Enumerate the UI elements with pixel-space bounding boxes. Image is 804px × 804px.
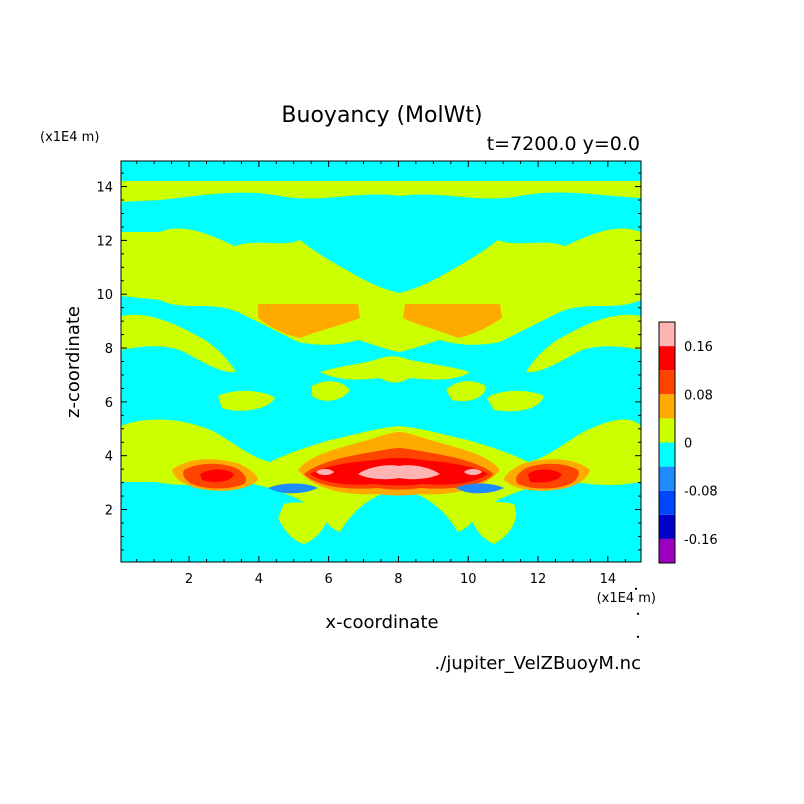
colorbar-tick-label: 0.16	[684, 340, 713, 355]
contour-fill-right-core	[528, 469, 562, 483]
contour-fill-left-core	[200, 469, 234, 482]
colorbar-tick-label: -0.08	[684, 485, 718, 500]
x-axis-title: x-coordinate	[325, 612, 438, 633]
colorbar-swatch	[659, 538, 675, 563]
contour-fill-right-streak	[526, 314, 641, 373]
y-tick-label: 12	[96, 234, 113, 249]
marker-dot: •	[634, 585, 639, 594]
contour-fill-side-peak-left	[316, 469, 334, 475]
contour-fill-mid-left-blob	[218, 390, 275, 411]
contour-fill-right-lobe	[403, 304, 502, 338]
marker-dot: •	[636, 633, 641, 642]
x-unit-label: (x1E4 m)	[597, 591, 656, 606]
colorbar-frame	[658, 321, 676, 564]
chart-subtitle: t=7200.0 y=0.0	[487, 133, 640, 155]
x-tick-label: 10	[460, 572, 477, 587]
source-file-label: ./jupiter_VelZBuoyM.nc	[435, 653, 641, 674]
y-tick-label: 14	[96, 181, 113, 196]
y-tick-label: 4	[105, 450, 113, 465]
contour-fill-center-peak	[358, 465, 440, 480]
contour-plot-area	[121, 161, 641, 562]
colorbar-swatch	[659, 418, 675, 443]
colorbar-swatch	[659, 394, 675, 419]
colorbar-swatch	[659, 346, 675, 371]
y-axis-title: z-coordinate	[63, 306, 84, 418]
x-tick-label: 14	[600, 572, 617, 587]
colorbar: -0.16 -0.08 0 0.08 0.16	[658, 321, 718, 564]
contour-fill-left-lobe	[258, 304, 360, 338]
y-tick-label: 2	[105, 504, 113, 519]
colorbar-tick-label: 0	[684, 437, 692, 452]
colorbar-swatch	[659, 442, 675, 467]
colorbar-tick-label: -0.16	[684, 533, 718, 548]
x-tick-label: 6	[325, 572, 333, 587]
contour-fill-neg-left	[268, 483, 318, 494]
x-tick-label: 4	[255, 572, 263, 587]
contour-fill-side-peak-right	[464, 469, 482, 475]
contour-fill-upper-central	[121, 228, 641, 352]
colorbar-swatch	[659, 370, 675, 395]
colorbar-tick-label: 0.08	[684, 388, 713, 403]
y-unit-label: (x1E4 m)	[40, 130, 99, 145]
y-tick-label: 8	[105, 342, 113, 357]
y-tick-label: 6	[105, 396, 113, 411]
contour-fill-lower-right-lobe	[471, 502, 516, 544]
contour-fill-top-band	[121, 181, 641, 202]
x-tick-label: 2	[185, 572, 193, 587]
axes-group: 2 4 6 8 10 12 14 2 4 6 8 10 12 14	[96, 161, 641, 587]
chart-title: Buoyancy (MolWt)	[281, 103, 482, 128]
colorbar-swatch	[659, 514, 675, 539]
colorbar-swatch	[659, 466, 675, 491]
contour-fill-lower-left-lobe	[278, 502, 327, 544]
marker-dot: •	[636, 610, 641, 619]
y-tick-label: 10	[96, 288, 113, 303]
contour-fill-mid-right-blob	[487, 390, 544, 412]
contour-fill-left-streak	[121, 314, 236, 373]
colorbar-swatch	[659, 322, 675, 347]
contour-fill-mid-center-blob	[312, 381, 486, 402]
contour-fill-neg-right	[456, 483, 504, 494]
colorbar-swatch	[659, 490, 675, 515]
x-tick-label: 8	[394, 572, 402, 587]
x-tick-label: 12	[530, 572, 547, 587]
contour-fill-mid-center	[320, 356, 470, 383]
